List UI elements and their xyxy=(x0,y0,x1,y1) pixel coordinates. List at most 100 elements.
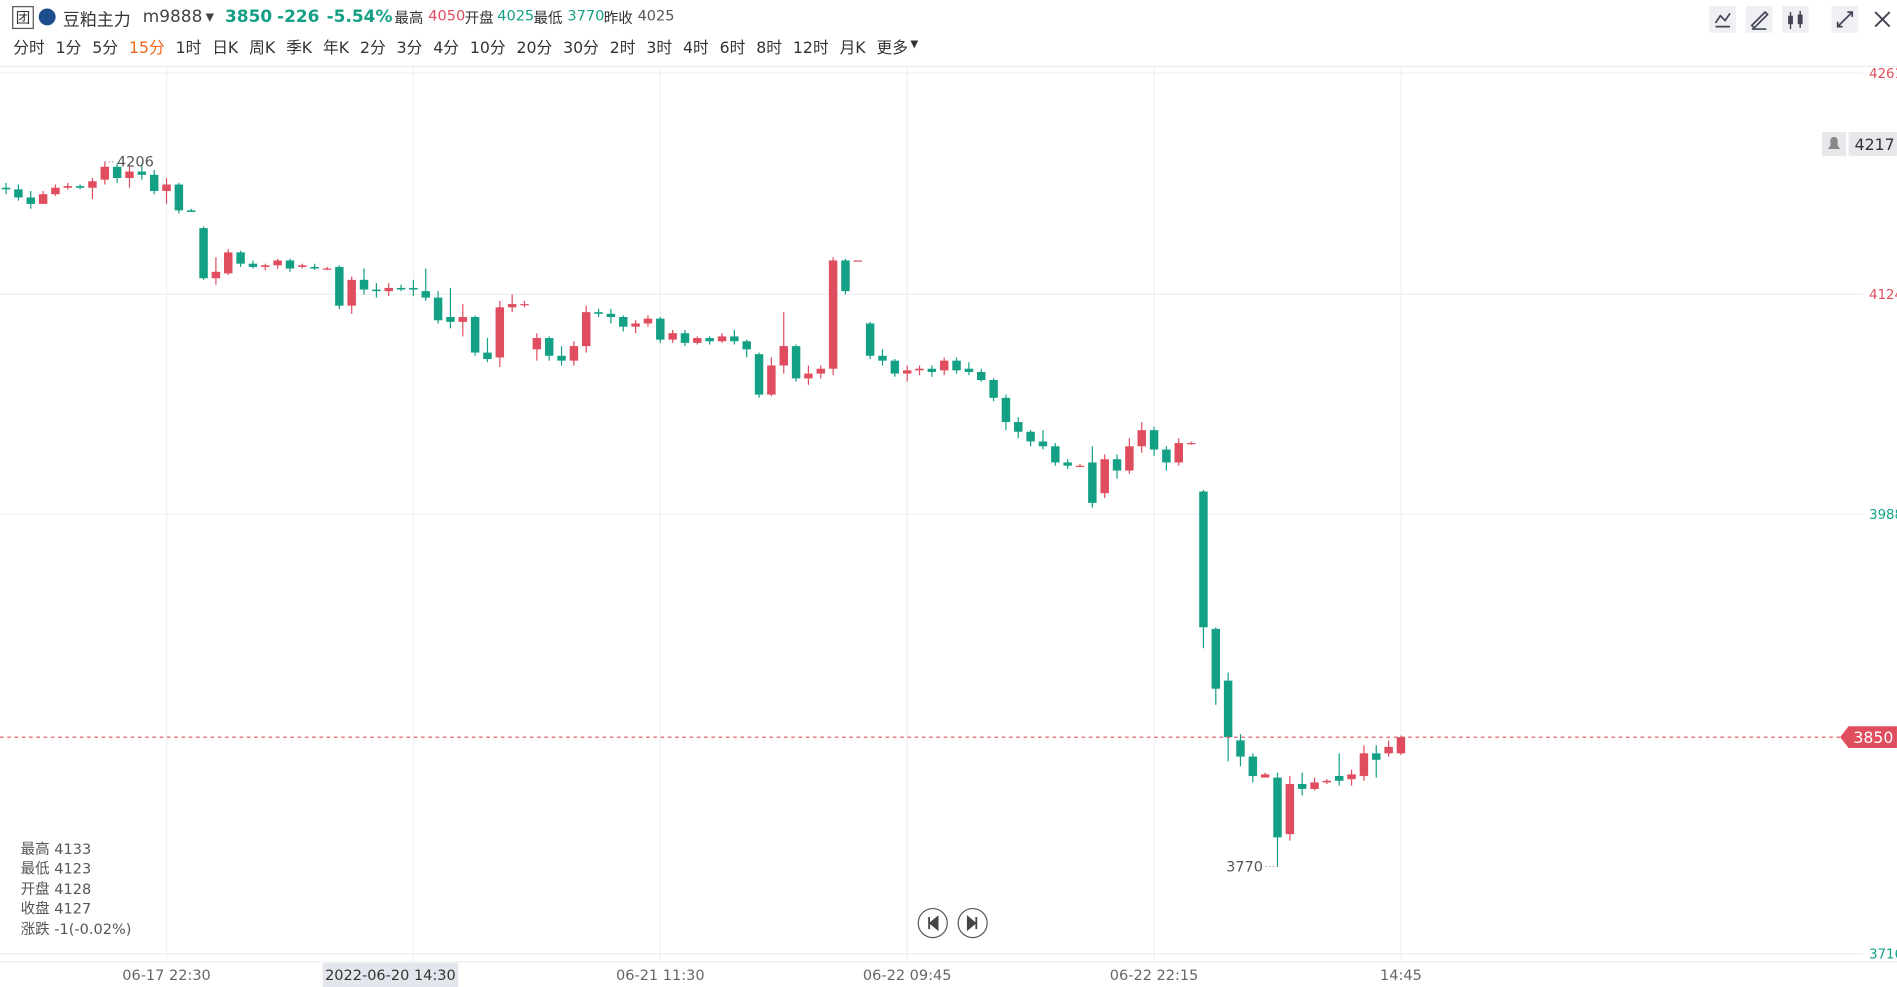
timeframe-button[interactable]: 5分 xyxy=(92,39,119,59)
timeframe-button[interactable]: 4时 xyxy=(683,39,709,59)
candle-body xyxy=(446,317,455,322)
candle-body xyxy=(1174,443,1183,463)
dropdown-arrow[interactable]: ▾ xyxy=(910,35,919,54)
nav-icon xyxy=(966,915,978,932)
stat-value: 4025 xyxy=(497,7,535,25)
candle-body xyxy=(742,341,751,350)
candle-body xyxy=(149,174,159,191)
timeframe-button[interactable]: 3时 xyxy=(646,39,673,59)
info-row: 涨跌 -1(-0.02%) xyxy=(21,919,132,939)
candle-body xyxy=(433,297,443,321)
candle-body xyxy=(754,354,764,395)
timeframe-button[interactable]: 更多 xyxy=(876,39,908,59)
stat-label: 昨收 xyxy=(603,9,633,27)
candle-body xyxy=(1,187,11,190)
candle-body xyxy=(532,338,542,350)
candle-body xyxy=(767,365,776,395)
timeframe-button[interactable]: 20分 xyxy=(516,39,553,59)
candle-body xyxy=(1297,784,1307,789)
timeframe-button[interactable]: 周K xyxy=(249,39,276,59)
timeframe-button[interactable]: 6时 xyxy=(719,39,746,59)
candle-body xyxy=(1248,756,1258,776)
close-button[interactable] xyxy=(1874,11,1891,28)
candle-body xyxy=(779,346,788,366)
candle-body xyxy=(606,313,616,318)
instrument-code[interactable]: m9888 xyxy=(142,7,203,27)
info-value: 4127 xyxy=(54,900,92,918)
candle-body xyxy=(100,166,110,180)
badge: 团 xyxy=(12,6,34,30)
candle-body xyxy=(915,368,924,371)
candle-body xyxy=(483,352,492,360)
crosshair-label-bg xyxy=(322,963,459,987)
candle-body xyxy=(557,355,566,361)
stat-value: 4025 xyxy=(637,7,675,25)
candle-body xyxy=(26,197,35,204)
candle-body xyxy=(1359,753,1369,776)
timeframe-bar: 分时 1分 5分 15分 1时 日K 周K 季K 年K 2分 3分 4分 10分 20分 30分 2时 3时 4时… xyxy=(0,35,927,59)
nav-icon xyxy=(928,915,939,932)
info-label: 最高 xyxy=(20,840,50,858)
tool-button[interactable] xyxy=(1709,6,1737,33)
candle-body xyxy=(1088,462,1097,503)
timeframe-button[interactable]: 年K xyxy=(323,39,350,59)
info-row: 最低 4123 xyxy=(21,859,132,879)
candle-body xyxy=(1273,777,1282,838)
candle-body xyxy=(112,166,122,179)
x-tick-label: 06-17 22:30 xyxy=(122,968,211,984)
info-row: 收盘 4127 xyxy=(21,899,132,919)
tool-button[interactable] xyxy=(1782,6,1809,33)
candle-body xyxy=(248,263,258,267)
info-label: 收盘 xyxy=(20,900,50,918)
candle-body xyxy=(1396,737,1406,754)
candle-body xyxy=(1211,628,1221,689)
candle-body xyxy=(865,323,875,356)
min-label: 3770 xyxy=(1226,859,1263,875)
candle-body xyxy=(51,187,60,195)
candle-body xyxy=(396,287,406,290)
timeframe-button[interactable]: 10分 xyxy=(469,39,506,59)
timeframe-button[interactable]: 12时 xyxy=(792,39,829,59)
timeframe-button[interactable]: 15分 xyxy=(128,39,165,59)
candle-body xyxy=(507,304,517,308)
timeframe-button[interactable]: 分时 xyxy=(13,39,45,59)
candle-body xyxy=(1322,780,1332,783)
timeframe-button[interactable]: 日K xyxy=(212,39,239,59)
candle-body xyxy=(1014,422,1023,432)
candle-body xyxy=(1372,753,1381,760)
candle-body xyxy=(347,279,356,306)
candle-body xyxy=(1112,459,1122,471)
timeframe-button[interactable]: 1时 xyxy=(175,39,202,59)
timeframe-button[interactable]: 2时 xyxy=(609,39,636,59)
candle-body xyxy=(841,260,850,292)
info-value: 4123 xyxy=(54,860,92,878)
info-value: 4128 xyxy=(54,880,92,898)
timeframe-button[interactable]: 季K xyxy=(286,39,313,59)
info-value: -1(-0.02%) xyxy=(54,920,132,938)
timeframe-button[interactable]: 月K xyxy=(839,39,866,59)
candle-body xyxy=(1310,782,1319,789)
timeframe-button[interactable]: 8时 xyxy=(756,39,783,59)
timeframe-button[interactable]: 1分 xyxy=(55,39,82,59)
candle-body xyxy=(989,380,998,398)
timeframe-button[interactable]: 3分 xyxy=(396,39,423,59)
dropdown-arrow[interactable]: ▼ xyxy=(205,12,215,25)
candle-body xyxy=(1001,397,1011,423)
candle-body xyxy=(705,338,714,342)
timeframe-button[interactable]: 4分 xyxy=(433,39,459,59)
candle-body xyxy=(186,210,196,212)
tool-icon xyxy=(1836,11,1854,28)
candle-body xyxy=(1162,449,1171,463)
candle-body xyxy=(335,266,344,306)
candle-body xyxy=(1384,746,1393,754)
candle-body xyxy=(298,265,307,267)
timeframe-button[interactable]: 2分 xyxy=(359,39,386,59)
candle-body xyxy=(939,360,949,371)
candle-body xyxy=(1075,465,1085,467)
candle-body xyxy=(1334,775,1344,781)
header: 团 豆粕主力 m9888 ▼ 3850 -226 -5.54% 最高 4050 … xyxy=(0,0,1897,34)
change-pct: -5.54% xyxy=(326,7,393,27)
y-tick-label: 3988 xyxy=(1869,508,1897,523)
timeframe-button[interactable]: 30分 xyxy=(563,39,599,59)
